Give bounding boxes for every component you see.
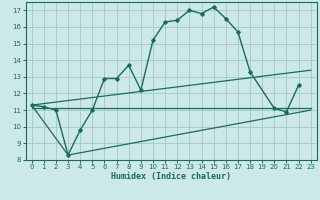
X-axis label: Humidex (Indice chaleur): Humidex (Indice chaleur) xyxy=(111,172,231,181)
